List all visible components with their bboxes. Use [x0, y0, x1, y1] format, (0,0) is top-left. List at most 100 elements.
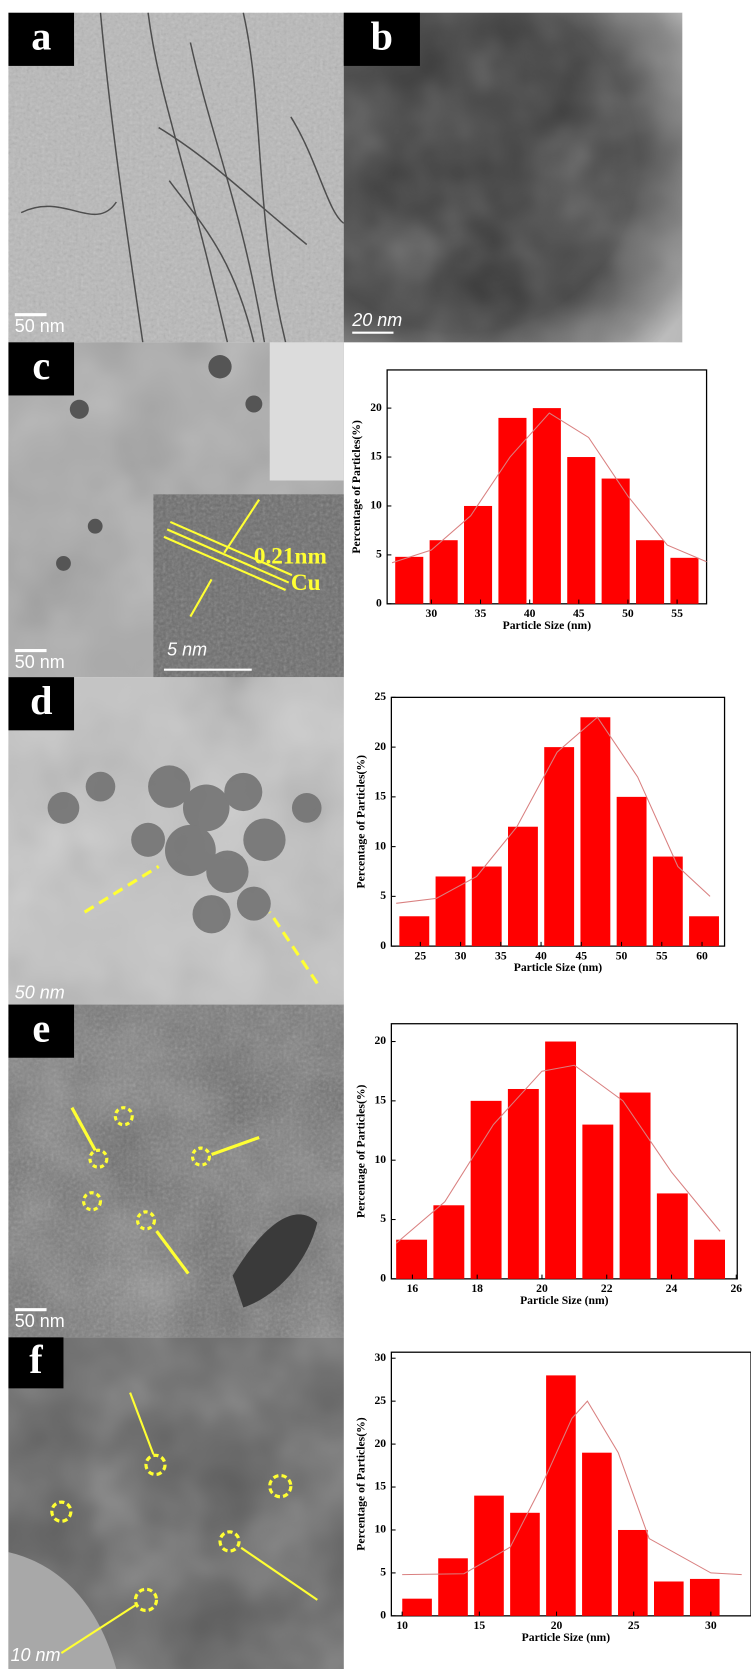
- x-tick-label: 50: [616, 949, 628, 962]
- inset-scale-bar-label: 5 nm: [167, 639, 207, 659]
- bar: [402, 1598, 432, 1616]
- bar: [619, 1092, 651, 1279]
- bar: [396, 1239, 428, 1279]
- bar: [670, 557, 699, 604]
- y-tick-label: 20: [374, 1034, 386, 1047]
- bar: [507, 1088, 539, 1279]
- y-tick-label: 5: [380, 889, 386, 902]
- bar: [474, 1495, 504, 1616]
- bar: [470, 1100, 502, 1279]
- x-axis-title: Particle Size (nm): [520, 1294, 609, 1307]
- bar: [601, 478, 630, 604]
- x-tick-label: 25: [628, 1619, 640, 1632]
- scale-bar-label: 20 nm: [351, 310, 402, 330]
- tem-image-e: e 50 nm: [8, 1004, 344, 1338]
- histogram-chart: 0 5 10 15 20 25 25 30 35 40 45 50 55 60 Particle Size …: [354, 690, 726, 974]
- bar: [498, 417, 527, 604]
- bar: [616, 796, 647, 947]
- x-tick-label: 16: [407, 1282, 419, 1295]
- y-tick-label: 25: [374, 690, 386, 703]
- y-tick-label: 25: [374, 1394, 386, 1407]
- fit-curve: [391, 412, 707, 564]
- x-tick-label: 20: [536, 1282, 548, 1295]
- bar: [656, 1193, 688, 1279]
- bar: [618, 1529, 648, 1616]
- bar: [689, 916, 719, 947]
- scale-bar-label: 50 nm: [15, 983, 65, 1003]
- bar: [652, 856, 683, 947]
- x-axis-title: Particle Size (nm): [503, 619, 592, 632]
- bar: [580, 717, 611, 947]
- y-tick-label: 5: [376, 548, 382, 561]
- x-tick-label: 45: [575, 949, 587, 962]
- y-tick-label: 15: [370, 450, 382, 463]
- fit-curve: [395, 1064, 721, 1244]
- y-tick-label: 0: [380, 939, 386, 952]
- bar: [433, 1205, 465, 1279]
- y-tick-label: 10: [374, 839, 386, 852]
- tem-image-d: d 50 nm: [8, 677, 344, 1005]
- x-tick-label: 18: [471, 1282, 483, 1295]
- x-tick-label: 50: [622, 607, 634, 620]
- y-tick-label: 30: [374, 1351, 386, 1364]
- y-axis-title: Percentage of Particles(%): [354, 1417, 367, 1551]
- y-tick-label: 10: [370, 499, 382, 512]
- panel-label: c: [32, 343, 50, 388]
- scale-bar-label: 50 nm: [15, 1311, 65, 1331]
- panel-label: a: [31, 14, 51, 59]
- bar: [567, 457, 596, 604]
- panel-label: d: [30, 678, 52, 723]
- tem-image-a: a 50 nm: [8, 12, 345, 343]
- x-tick-label: 30: [705, 1619, 717, 1632]
- bar: [694, 1239, 726, 1279]
- y-tick-label: 10: [374, 1523, 386, 1536]
- y-axis-title: Percentage of Particles(%): [354, 755, 367, 889]
- y-tick-label: 0: [380, 1272, 386, 1285]
- x-tick-label: 26: [730, 1282, 742, 1295]
- x-tick-label: 24: [666, 1282, 678, 1295]
- bar: [636, 540, 665, 604]
- tem-image-c: 0.21nm Cu 5 nm c 50 nm: [8, 342, 344, 678]
- x-tick-label: 55: [671, 607, 683, 620]
- bar: [545, 1041, 577, 1279]
- x-tick-label: 40: [524, 607, 536, 620]
- x-tick-label: 30: [426, 607, 438, 620]
- bar: [399, 916, 430, 947]
- bar: [395, 556, 424, 604]
- x-tick-label: 40: [535, 949, 547, 962]
- y-tick-label: 20: [370, 401, 382, 414]
- x-tick-label: 15: [474, 1619, 486, 1632]
- y-axis-title: Percentage of Particles(%): [354, 1084, 367, 1218]
- scale-bar-label: 50 nm: [15, 316, 65, 336]
- y-tick-label: 0: [376, 596, 382, 609]
- fit-curve: [396, 716, 711, 904]
- bar: [689, 1578, 720, 1616]
- y-tick-label: 15: [374, 1094, 386, 1107]
- x-tick-label: 45: [573, 607, 585, 620]
- histogram-chart: 0 5 10 15 20 16 18 20 22 24 26 Particle Size (nm) Pe…: [354, 1023, 742, 1307]
- bar: [438, 1558, 468, 1616]
- x-tick-label: 10: [396, 1619, 408, 1632]
- bar: [510, 1512, 540, 1616]
- tem-image-b: b 20 nm: [343, 12, 683, 343]
- bar: [435, 876, 466, 947]
- scale-bar-label: 50 nm: [15, 652, 65, 672]
- bar: [654, 1581, 684, 1616]
- panel-label: f: [29, 1337, 43, 1382]
- x-tick-label: 20: [551, 1619, 563, 1632]
- bar: [464, 505, 493, 604]
- bar: [582, 1452, 612, 1616]
- y-tick-label: 20: [374, 740, 386, 753]
- x-tick-label: 22: [601, 1282, 613, 1295]
- histogram-chart: 0 5 10 15 20 25 30 10 15 20 25 30 Particle Size (nm)…: [354, 1351, 751, 1644]
- x-tick-label: 30: [455, 949, 467, 962]
- histogram-chart: 0 5 10 15 20 30 35 40 45 50 55 Particle Size (nm) Pe…: [350, 369, 708, 632]
- bar: [429, 540, 458, 604]
- y-tick-label: 10: [374, 1153, 386, 1166]
- x-tick-label: 25: [415, 949, 427, 962]
- x-tick-label: 35: [495, 949, 507, 962]
- bar: [471, 866, 502, 947]
- x-tick-label: 35: [475, 607, 487, 620]
- x-tick-label: 55: [656, 949, 668, 962]
